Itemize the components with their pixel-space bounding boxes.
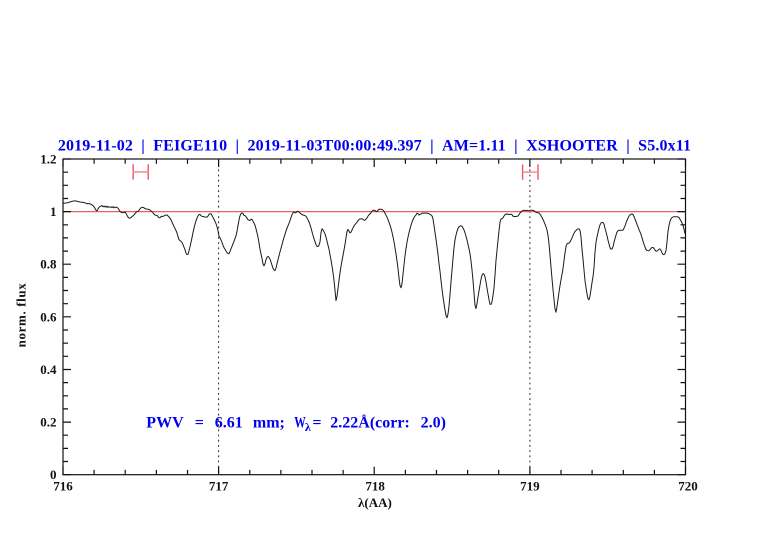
- svg-text:719: 719: [520, 479, 540, 494]
- svg-text:0.6: 0.6: [40, 309, 57, 324]
- svg-text:0.4: 0.4: [40, 362, 57, 377]
- svg-text:0: 0: [50, 467, 57, 482]
- svg-text:0.8: 0.8: [40, 257, 57, 272]
- svg-text:1.2: 1.2: [40, 152, 56, 167]
- svg-text:716: 716: [53, 479, 73, 494]
- svg-text:0.2: 0.2: [40, 415, 56, 430]
- svg-text:720: 720: [678, 479, 698, 494]
- svg-text:718: 718: [365, 479, 385, 494]
- svg-text:1: 1: [50, 204, 57, 219]
- svg-text:2019-11-02 | FEIGE110 | 20: 2019-11-02 | FEIGE110 | 2019-11-03T00:00…: [58, 138, 691, 155]
- svg-text:717: 717: [209, 479, 229, 494]
- svg-text:λ(AA): λ(AA): [358, 495, 392, 510]
- svg-text:norm. flux: norm. flux: [14, 283, 29, 348]
